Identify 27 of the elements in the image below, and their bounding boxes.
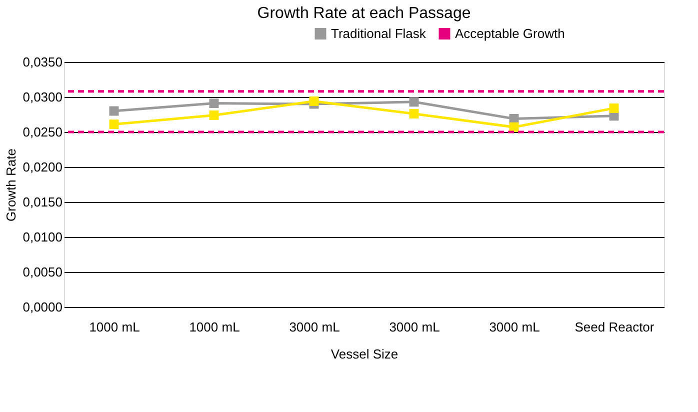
x-tick-label: 3000 mL [289, 320, 340, 334]
point [409, 109, 419, 119]
point [609, 103, 619, 113]
legend-label: Acceptable Growth [455, 26, 565, 41]
y-tick-label: 0,0250 [22, 124, 62, 140]
x-tick-label: 1000 mL [89, 320, 140, 334]
chart-title: Growth Rate at each Passage [257, 5, 471, 22]
point [309, 96, 319, 106]
y-tick-label: 0,0350 [22, 54, 62, 70]
point [209, 110, 219, 120]
y-tick-label: 0,0150 [22, 194, 62, 210]
y-tick-label: 0,0000 [22, 300, 62, 314]
point [109, 120, 119, 130]
x-tick-label: 1000 mL [189, 320, 240, 334]
y-tick-label: 0,0050 [22, 264, 62, 280]
legend-label: Traditional Flask [331, 26, 426, 41]
y-tick-label: 0,0300 [22, 90, 62, 104]
y-tick-label: 0,0100 [22, 230, 62, 244]
x-axis-title: Vessel Size [330, 346, 398, 362]
point [209, 98, 219, 108]
x-tick-label: 3000 mL [389, 320, 440, 334]
point [109, 106, 119, 116]
y-axis-title: Growth Rate [4, 148, 19, 222]
x-tick-label: 3000 mL [489, 320, 540, 334]
x-tick-label: Seed Reactor [574, 320, 655, 334]
point [409, 97, 419, 107]
y-tick-label: 0,0200 [22, 160, 62, 174]
